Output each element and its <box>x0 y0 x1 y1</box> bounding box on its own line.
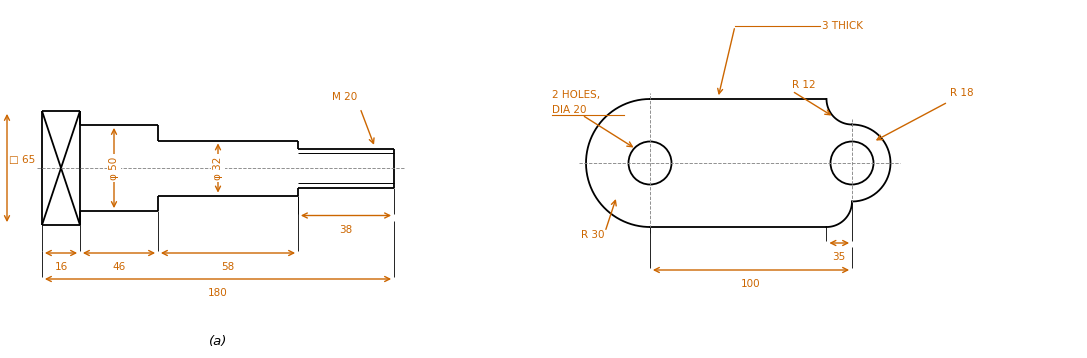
Text: □ 65: □ 65 <box>9 155 35 165</box>
Text: φ 32: φ 32 <box>213 156 223 180</box>
Text: φ 50: φ 50 <box>109 156 118 180</box>
Text: DIA 20: DIA 20 <box>552 105 587 115</box>
Text: 16: 16 <box>54 262 67 272</box>
Text: (a): (a) <box>209 335 227 348</box>
Text: 180: 180 <box>208 288 228 298</box>
Text: R 30: R 30 <box>582 230 604 240</box>
Text: R 12: R 12 <box>792 80 815 90</box>
Text: R 18: R 18 <box>950 88 974 98</box>
Text: 100: 100 <box>741 279 761 289</box>
Text: 35: 35 <box>833 252 846 262</box>
Text: 46: 46 <box>112 262 126 272</box>
Text: 38: 38 <box>339 224 352 234</box>
Text: M 20: M 20 <box>333 92 358 102</box>
Text: 3 THICK: 3 THICK <box>822 21 863 31</box>
Text: 2 HOLES,: 2 HOLES, <box>552 90 600 100</box>
Text: 58: 58 <box>222 262 235 272</box>
